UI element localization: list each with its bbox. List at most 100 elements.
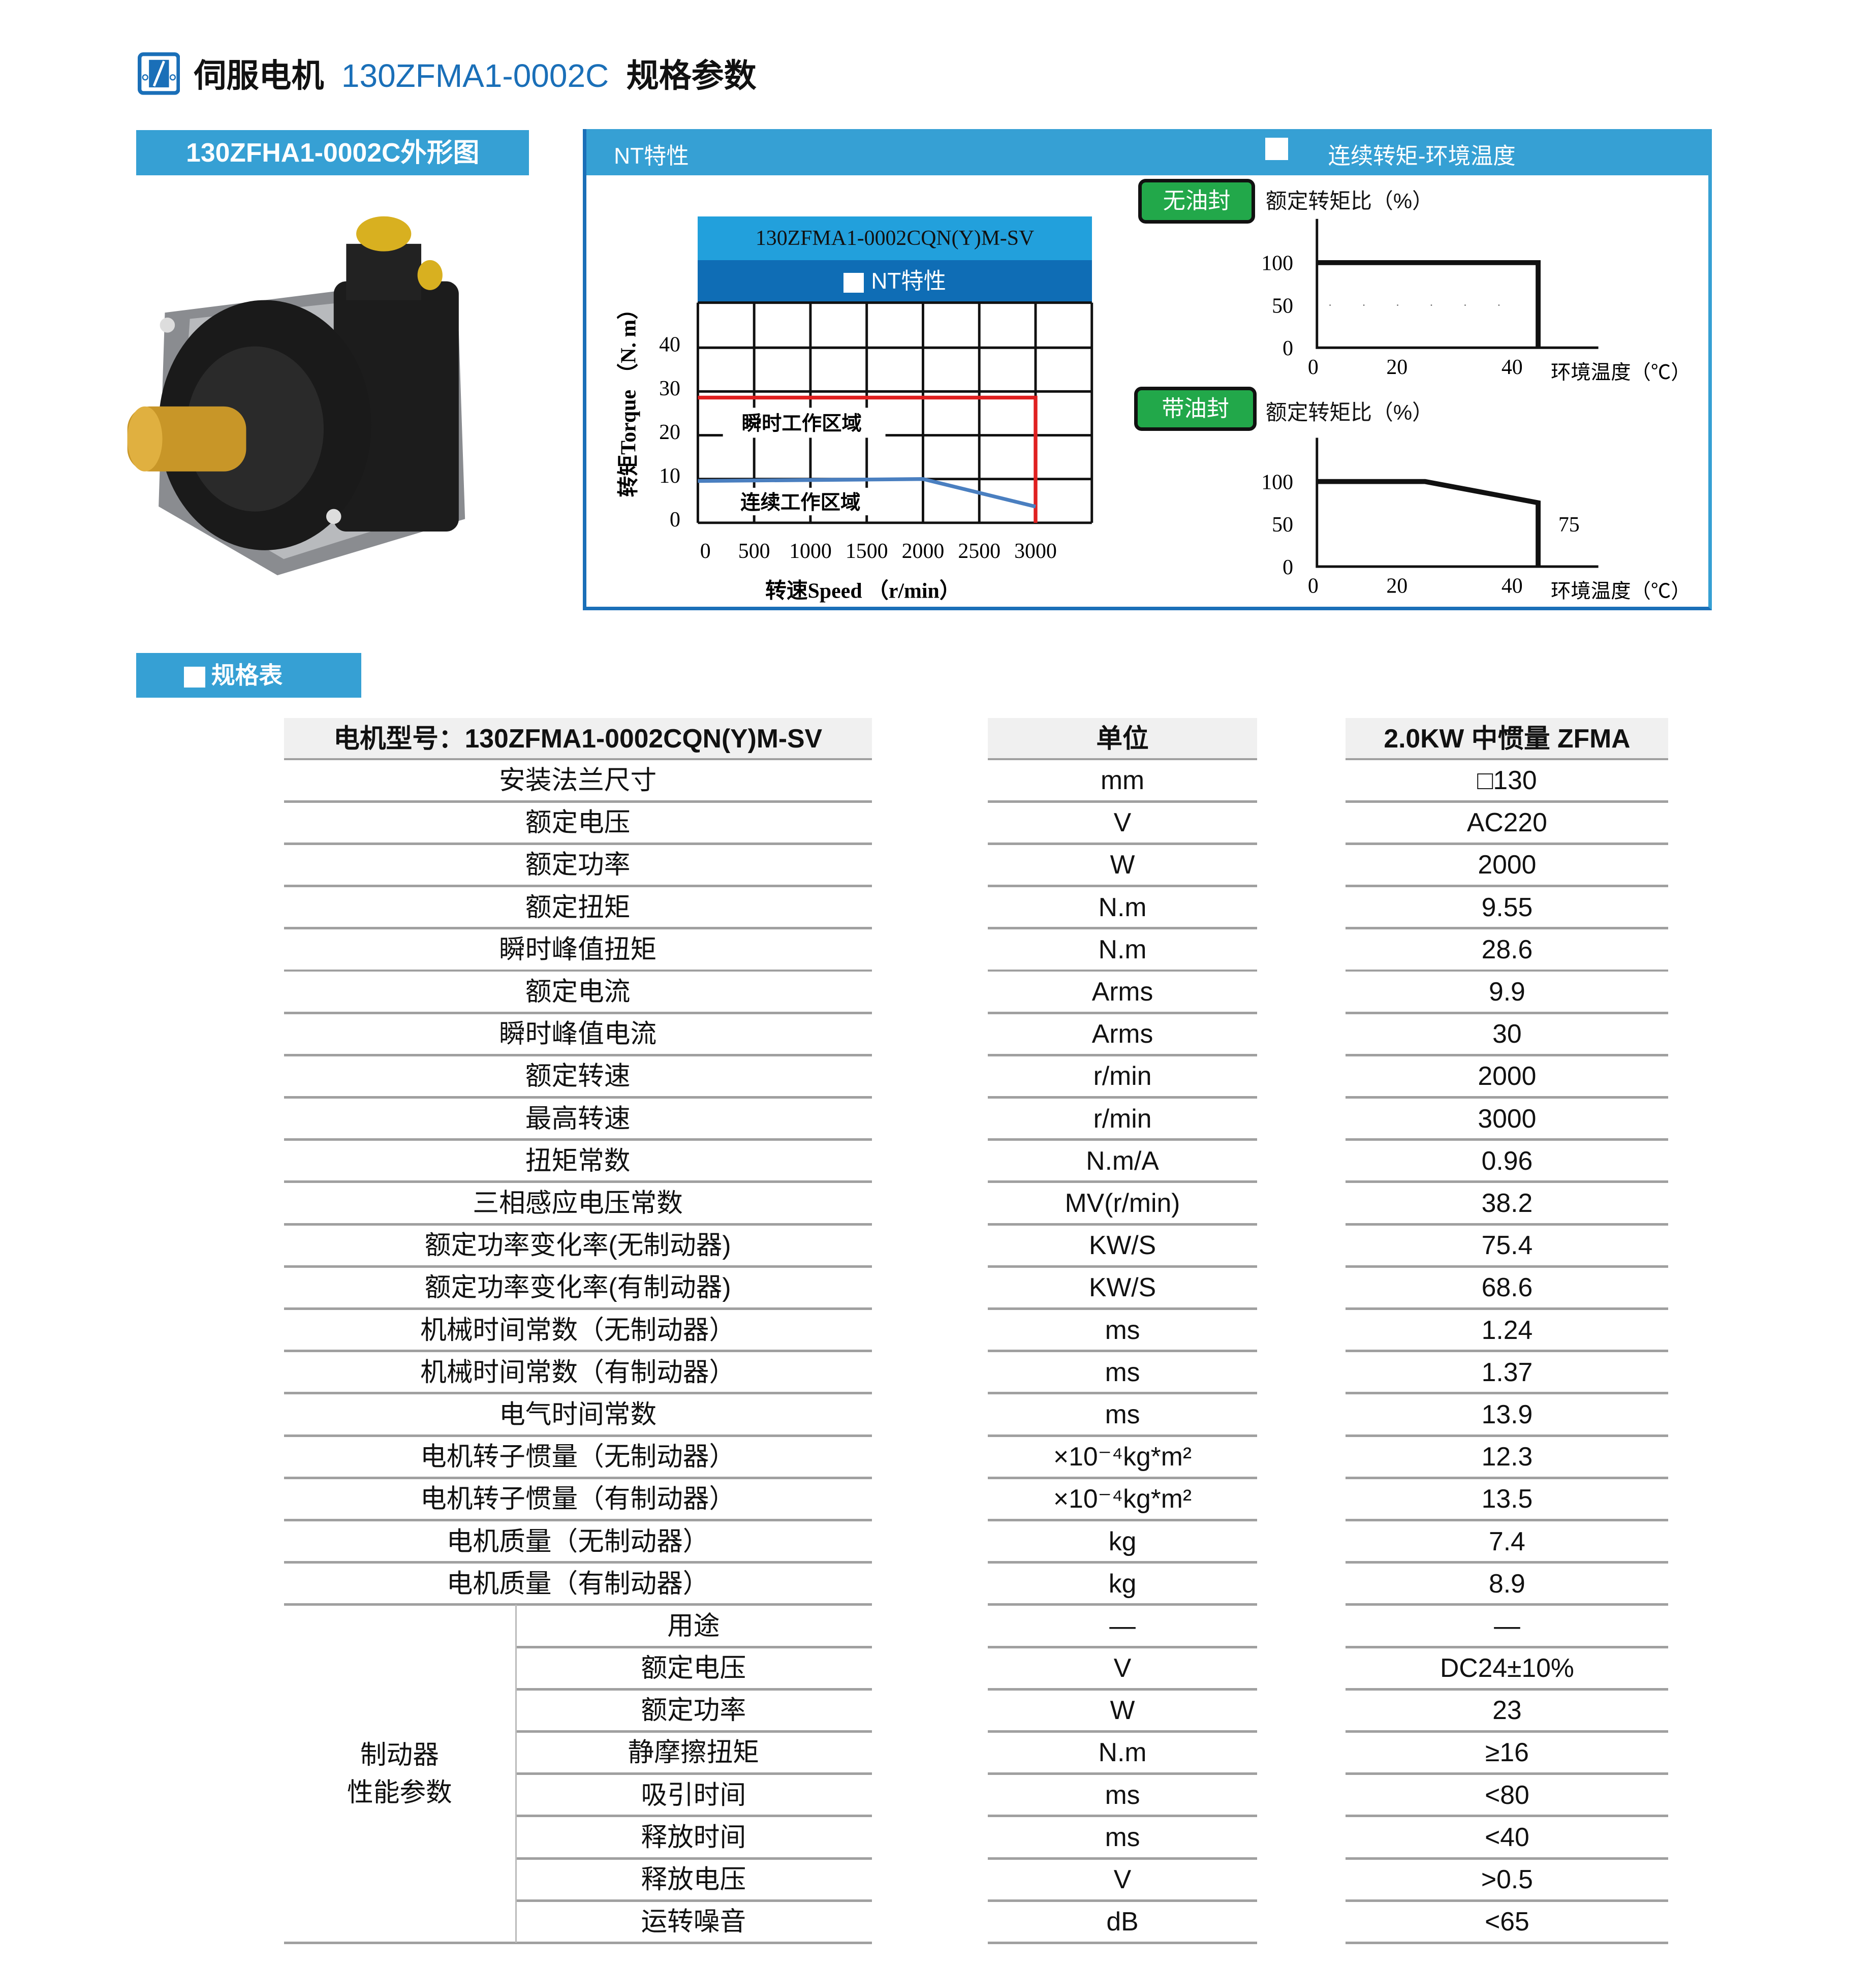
unit-cell: ms — [1105, 1357, 1140, 1387]
row-divider — [1346, 1899, 1669, 1902]
x-tick-label: 1000 — [789, 540, 832, 563]
row-divider — [284, 1350, 872, 1353]
row-divider — [1346, 1180, 1669, 1183]
value-cell: 75.4 — [1481, 1230, 1533, 1260]
row-divider — [1346, 1772, 1669, 1775]
series-line-continuous — [698, 477, 1036, 509]
unit-cell: kg — [1108, 1526, 1137, 1556]
x-axis-label: 转速Speed （r/min） — [765, 579, 961, 603]
param-name-cell: 最高转速 — [525, 1103, 631, 1133]
unit-cell: N.m — [1098, 892, 1147, 922]
row-divider — [284, 1519, 872, 1521]
row-divider — [284, 1223, 872, 1226]
row-divider — [284, 1053, 872, 1056]
value-cell: ≥16 — [1485, 1737, 1529, 1767]
param-name-cell: 电气时间常数 — [499, 1399, 657, 1429]
param-name-cell: 扭矩常数 — [525, 1145, 631, 1175]
param-name-cell: 机械时间常数（无制动器） — [420, 1315, 736, 1345]
nt-chart-subtitle: NT特性 — [698, 260, 1092, 303]
value-cell: 7.4 — [1488, 1526, 1525, 1556]
row-divider — [284, 927, 872, 930]
unit-cell: dB — [1106, 1907, 1139, 1937]
table-header-cell: 2.0KW 中惯量 ZFMA — [1346, 717, 1669, 760]
unit-cell: N.m/A — [1086, 1145, 1159, 1175]
value-cell: 30 — [1492, 1019, 1522, 1049]
square-icon — [1265, 137, 1288, 161]
param-name-cell: 瞬时峰值电流 — [499, 1019, 657, 1049]
unit-cell: KW/S — [1088, 1272, 1156, 1302]
oil-seal-badge: 带油封 — [1134, 386, 1257, 431]
x-tick-label: 20 — [1386, 356, 1408, 379]
y-tick-label: 10 — [659, 464, 680, 488]
value-cell: — — [1494, 1610, 1520, 1640]
row-divider — [988, 1096, 1257, 1099]
value-cell: 0.96 — [1481, 1145, 1533, 1175]
spec-section-header: 规格表 — [136, 652, 362, 698]
row-divider — [988, 969, 1257, 972]
x-tick-label: 2000 — [902, 540, 945, 563]
row-divider — [988, 1815, 1257, 1818]
unit-cell: ms — [1105, 1399, 1140, 1429]
value-cell: AC220 — [1466, 807, 1547, 837]
param-name-cell: 额定功率 — [525, 850, 631, 880]
row-divider — [1346, 758, 1669, 761]
row-divider — [988, 1265, 1257, 1268]
x-tick-label: 20 — [1386, 575, 1408, 598]
y-tick-label: 50 — [1272, 513, 1293, 537]
axis-line — [1316, 219, 1599, 349]
row-divider — [1346, 1603, 1669, 1606]
row-divider — [988, 1603, 1257, 1606]
value-cell: 3000 — [1478, 1103, 1537, 1133]
param-name-cell: 安装法兰尺寸 — [499, 765, 657, 795]
row-divider — [1346, 1434, 1669, 1437]
value-cell: 2000 — [1478, 850, 1537, 880]
row-divider — [988, 1645, 1257, 1648]
nt-panel-header: NT特性 连续转矩-环境温度 — [586, 129, 1708, 175]
param-name-cell: 额定功率变化率(无制动器) — [424, 1230, 731, 1260]
row-divider — [988, 1392, 1257, 1395]
y-tick-label: 0 — [670, 508, 680, 532]
continuous-region-label: 连续工作区域 — [740, 491, 860, 514]
row-divider — [988, 1011, 1257, 1014]
y-tick-label: 40 — [659, 333, 680, 357]
param-name-cell: 电机质量（有制动器） — [446, 1568, 709, 1598]
unit-cell: V — [1113, 1864, 1132, 1894]
row-divider — [988, 1476, 1257, 1479]
value-cell: 12.3 — [1481, 1442, 1533, 1472]
row-divider — [284, 1307, 872, 1310]
row-divider — [1346, 1941, 1669, 1944]
y-tick-label: 100 — [1261, 471, 1293, 494]
unit-cell: V — [1113, 1653, 1132, 1683]
y-tick-label: 0 — [1283, 556, 1293, 579]
row-divider — [988, 842, 1257, 845]
row-divider — [1346, 1223, 1669, 1226]
annotation-label: 75 — [1558, 513, 1580, 537]
value-cell: DC24±10% — [1440, 1653, 1574, 1683]
row-divider — [284, 1180, 872, 1183]
row-divider — [1346, 1053, 1669, 1056]
y-axis-label: 转矩Torque （N. m） — [616, 298, 640, 497]
y-tick-label: 20 — [659, 421, 680, 444]
value-cell: <65 — [1485, 1907, 1529, 1937]
value-cell: 13.9 — [1481, 1399, 1533, 1429]
row-divider — [284, 1476, 872, 1479]
row-divider — [1346, 1476, 1669, 1479]
x-tick-label: 40 — [1502, 575, 1523, 598]
label-bg — [725, 487, 876, 516]
unit-cell: r/min — [1093, 1061, 1152, 1091]
row-divider — [988, 800, 1257, 803]
row-divider — [988, 1519, 1257, 1521]
brake-param-name-cell: 运转噪音 — [641, 1907, 746, 1937]
brake-param-name-cell: 释放电压 — [641, 1864, 746, 1894]
spec-section-title: 规格表 — [211, 662, 283, 689]
row-divider — [1346, 927, 1669, 930]
square-icon — [843, 272, 864, 293]
row-divider — [284, 1941, 516, 1944]
param-name-cell: 瞬时峰值扭矩 — [499, 934, 657, 964]
row-divider — [988, 1307, 1257, 1310]
row-divider — [988, 927, 1257, 930]
logo-icon — [137, 52, 180, 96]
row-divider — [515, 1941, 872, 1944]
